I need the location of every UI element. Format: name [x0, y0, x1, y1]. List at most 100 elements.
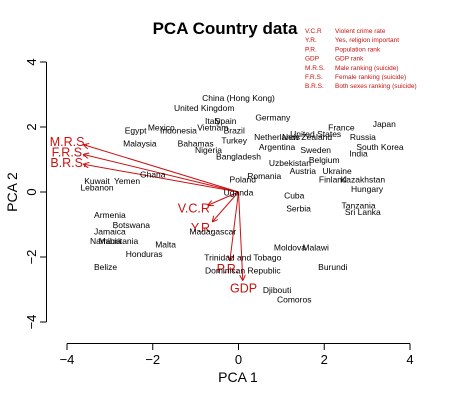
loading-arrow	[208, 191, 239, 205]
country-label: Mexico	[148, 122, 175, 132]
country-label: Sweden	[300, 145, 331, 155]
country-label: Austria	[290, 166, 317, 176]
country-label: India	[349, 148, 368, 158]
country-label: Trinidad and Tobago	[204, 252, 281, 262]
country-label: Armenia	[94, 210, 126, 220]
legend-abbr: P.R.	[305, 46, 317, 53]
country-label: Indonesia	[160, 126, 197, 136]
loading-label: V.C.R	[178, 202, 210, 216]
country-label: Malta	[155, 239, 176, 249]
legend-desc: Both sexes ranking (suicide)	[335, 83, 417, 90]
country-label: Malawi	[302, 243, 329, 253]
country-label: Belize	[94, 262, 117, 272]
country-label: Nigeria	[195, 145, 222, 155]
country-label: Ukraine	[322, 166, 352, 176]
y-tick-label: 2	[24, 123, 39, 130]
country-label: Honduras	[126, 249, 163, 259]
x-axis-label: PCA 1	[218, 369, 258, 385]
legend-abbr: V.C.R	[305, 28, 322, 35]
loading-arrow	[84, 164, 239, 193]
y-tick-label: 0	[24, 188, 39, 195]
country-label: Argentina	[259, 142, 296, 152]
country-label: Kazakhstan	[341, 174, 386, 184]
x-axis-ticks: −4 −2 0 2 4	[60, 343, 414, 367]
country-label: Belgium	[309, 155, 340, 165]
loading-label: P.R.	[217, 262, 240, 276]
x-tick-label: −2	[145, 352, 160, 367]
y-axis-label: PCA 2	[4, 172, 20, 212]
y-axis-ticks: −4 −2 0 2 4	[24, 58, 47, 329]
country-label: Kuwait	[84, 176, 110, 186]
country-label: Jamaica	[94, 226, 126, 236]
legend-abbr: M.R.S.	[305, 65, 325, 72]
country-label: Cuba	[284, 191, 305, 201]
country-label: Spain	[215, 116, 237, 126]
legend-abbr: B.R.S.	[305, 83, 324, 90]
legend-abbr: GDP	[305, 56, 319, 63]
country-label: Sri Lanka	[345, 207, 381, 217]
country-label: Dominican Republic	[205, 265, 281, 275]
x-tick-label: −4	[60, 352, 75, 367]
legend-desc: Population rank	[335, 46, 381, 53]
country-label: Bahamas	[178, 139, 214, 149]
loading-label: M.R.S.	[50, 135, 88, 149]
x-tick-label: 4	[406, 352, 413, 367]
country-label: Moldova	[274, 243, 306, 253]
loading-label: B.R.S.	[50, 156, 86, 170]
country-label: Russia	[350, 132, 376, 142]
country-label: Hungary	[351, 184, 384, 194]
legend-abbr: Y.R.	[305, 37, 317, 44]
country-label: Yemen	[114, 176, 140, 186]
country-label: Egypt	[125, 126, 147, 136]
country-label: United Kingdom	[174, 103, 234, 113]
chart-title: PCA Country data	[153, 19, 298, 38]
loading-arrow	[84, 155, 239, 193]
legend-desc: Female ranking (suicide)	[335, 74, 406, 81]
country-label: China (Hong Kong)	[202, 93, 275, 103]
country-label: Botswana	[113, 220, 151, 230]
country-label: Burundi	[318, 262, 347, 272]
country-label: Lebanon	[80, 182, 113, 192]
country-label: Malaysia	[123, 139, 157, 149]
country-label: Mauritania	[99, 236, 139, 246]
x-tick-label: 0	[235, 352, 242, 367]
country-label: South Korea	[356, 142, 404, 152]
country-label: Germany	[255, 113, 291, 123]
country-label: Tanzania	[342, 200, 376, 210]
y-tick-label: 4	[24, 58, 39, 65]
y-tick-label: −2	[24, 250, 39, 265]
legend-desc: Violent crime rate	[335, 28, 386, 35]
country-label: Djibouti	[263, 285, 291, 295]
country-label: Netherlands	[254, 132, 300, 142]
x-tick-label: 2	[321, 352, 328, 367]
country-label: Uganda	[224, 187, 254, 197]
country-label: Vietnam	[197, 122, 228, 132]
country-label: Bangladesh	[216, 152, 261, 162]
country-label: Finland	[319, 174, 347, 184]
loading-arrow	[213, 191, 239, 221]
legend-abbr: F.R.S.	[305, 74, 323, 81]
country-label: Italy	[205, 116, 221, 126]
country-label: Namibia	[90, 236, 121, 246]
legend-desc: Yes, religion important	[335, 37, 399, 44]
arrows-layer: M.R.S.F.R.S.B.R.S. V.C.R Y.R. P.R. GDP	[50, 135, 257, 295]
legend: V.C.R Violent crime rate Y.R. Yes, religion…	[305, 28, 417, 90]
y-tick-label: −4	[24, 315, 39, 330]
country-label: Japan	[373, 119, 396, 129]
loading-label: GDP	[230, 282, 257, 296]
loading-label: F.R.S.	[52, 146, 86, 160]
points-layer: China (Hong Kong)United Kingdom ItalySpai…	[80, 93, 403, 305]
country-label: Serbia	[286, 204, 311, 214]
legend-desc: GDP rank	[335, 56, 364, 63]
country-label: Romania	[247, 171, 281, 181]
country-label: France	[328, 122, 355, 132]
country-label: New Zealand	[282, 132, 332, 142]
loading-arrow	[238, 191, 243, 280]
country-label: Madagascar	[189, 226, 236, 236]
country-label: United States	[290, 129, 341, 139]
loading-arrow	[84, 145, 239, 193]
country-label: Turkey	[221, 135, 247, 145]
loading-arrow	[230, 191, 239, 260]
country-label: Poland	[230, 174, 257, 184]
